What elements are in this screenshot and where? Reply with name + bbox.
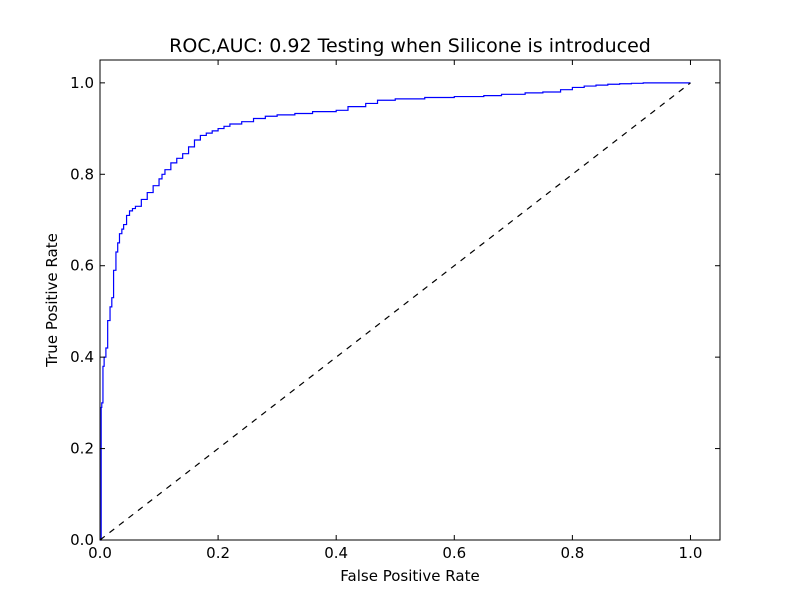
chance-diagonal-line (99, 82, 691, 541)
y-axis-title: True Positive Rate (43, 233, 61, 368)
x-axis-title: False Positive Rate (340, 567, 479, 585)
y-tick-label: 0.2 (70, 440, 94, 458)
chart-title: ROC,AUC: 0.92 Testing when Silicone is i… (169, 35, 651, 57)
series-layer (99, 82, 691, 541)
ticks-layer: 0.0 0.2 0.4 0.6 0.8 1.0 0.0 0.2 0.4 0.6 0.8 1.0 (70, 60, 720, 562)
x-tick-label: 1.0 (679, 544, 703, 562)
x-tick-label: 0.8 (560, 544, 584, 562)
x-tick-label: 0.2 (206, 544, 230, 562)
x-tick-label: 0.0 (88, 544, 112, 562)
roc-curve-line (100, 82, 691, 541)
y-tick-label: 0.0 (70, 531, 94, 549)
plot-frame (99, 59, 721, 541)
plot-background (100, 60, 720, 540)
y-tick-label: 0.6 (70, 257, 94, 275)
y-tick-label: 0.8 (70, 165, 94, 183)
y-tick-label: 0.4 (70, 348, 94, 366)
y-tick-label: 1.0 (70, 74, 94, 92)
x-tick-label: 0.4 (324, 544, 348, 562)
x-tick-label: 0.6 (442, 544, 466, 562)
